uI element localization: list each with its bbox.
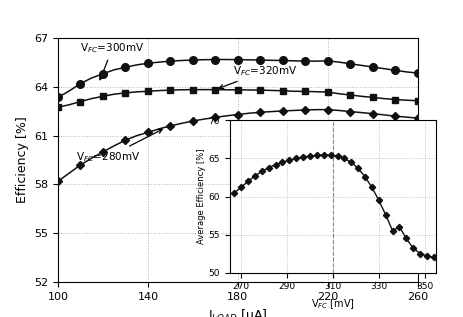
Y-axis label: Efficiency [%]: Efficiency [%] (16, 117, 29, 204)
X-axis label: I$_{LOAD}$ [μA]: I$_{LOAD}$ [μA] (207, 307, 267, 317)
Text: V$_{FC}$=280mV: V$_{FC}$=280mV (76, 129, 162, 164)
Text: V$_{FC}$=320mV: V$_{FC}$=320mV (219, 64, 297, 89)
Y-axis label: Average Efficiency [%]: Average Efficiency [%] (196, 149, 205, 244)
Text: V$_{FC}$=300mV: V$_{FC}$=300mV (80, 41, 144, 80)
X-axis label: V$_{FC}$ [mV]: V$_{FC}$ [mV] (310, 297, 354, 311)
